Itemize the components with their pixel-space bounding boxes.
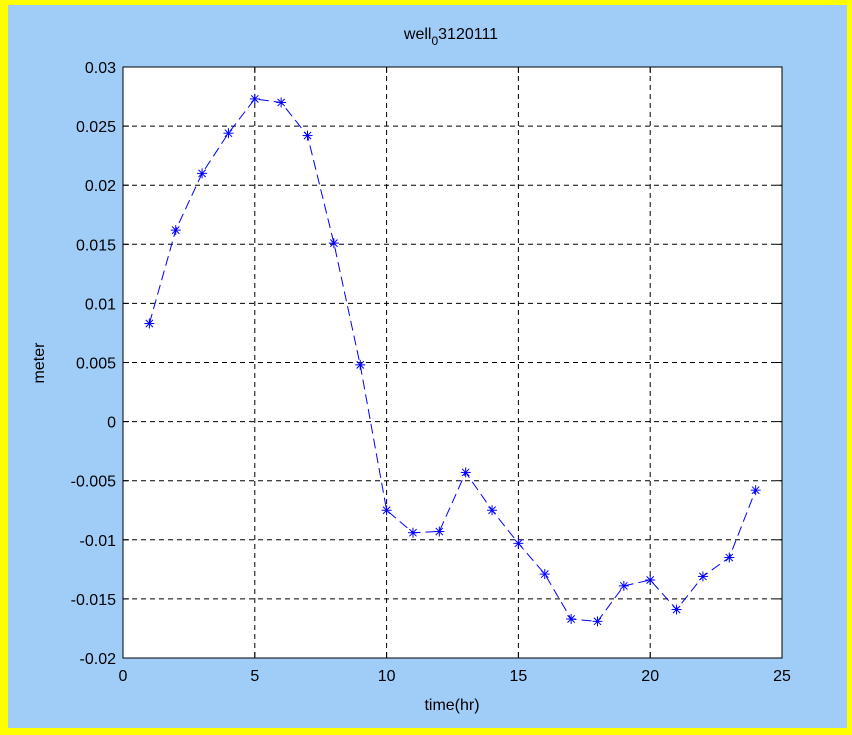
chart-title: well03120111 [403, 26, 498, 48]
chart-title-main: well [403, 26, 432, 43]
data-point-marker [750, 485, 761, 496]
y-tick-label: 0.01 [85, 296, 116, 313]
y-tick-label: 0.03 [85, 60, 116, 77]
y-tick-label: -0.005 [71, 474, 116, 491]
data-point-marker [671, 604, 682, 615]
data-point-marker [566, 613, 577, 624]
chart-title-subscript: 0 [431, 34, 438, 48]
series-well [144, 93, 761, 627]
y-tick-label: 0.005 [76, 356, 116, 373]
data-point-marker [724, 552, 735, 563]
y-axis-label: meter [31, 342, 48, 384]
data-point-marker [381, 505, 392, 516]
data-point-marker [539, 569, 550, 580]
chart-title-tail: 3120111 [438, 26, 498, 43]
data-point-marker [328, 238, 339, 249]
data-point-marker [355, 359, 366, 370]
data-point-marker [434, 526, 445, 537]
y-tick-label: -0.015 [71, 592, 116, 609]
data-point-marker [144, 318, 155, 329]
data-point-marker [460, 467, 471, 478]
x-axis-label: time(hr) [424, 697, 479, 714]
x-tick-label: 10 [378, 668, 396, 685]
data-point-marker [170, 225, 181, 236]
axis-ticks: 0 5 10 15 20 250.030.0250.020.0150.010.0050-0… [71, 60, 791, 685]
figure-background: well03120111 0 5 10 15 20 25 0.03 0.025 0.02 0.01… [8, 5, 847, 728]
y-tick-label: -0.01 [80, 533, 117, 550]
series-line [148, 98, 757, 622]
x-tick-label: 0 [119, 668, 128, 685]
data-point-marker [302, 130, 313, 141]
grid-lines [123, 67, 782, 658]
x-tick-label: 25 [773, 668, 791, 685]
y-tick-label: -0.02 [80, 651, 117, 668]
x-tick-label: 5 [250, 668, 259, 685]
x-tick-label: 20 [641, 668, 659, 685]
x-tick-label: 15 [510, 668, 528, 685]
data-point-marker [487, 505, 498, 516]
y-tick-label: 0 [107, 415, 116, 432]
data-point-marker [197, 168, 208, 179]
data-point-marker [592, 616, 603, 627]
data-point-marker [223, 128, 234, 139]
data-point-marker [407, 527, 418, 538]
data-point-marker [645, 574, 656, 585]
y-tick-label: 0.02 [85, 178, 116, 195]
y-tick-label: 0.015 [76, 237, 116, 254]
data-point-marker [276, 97, 287, 108]
line-chart: well03120111 0 5 10 15 20 250.030.0250.020.01… [31, 26, 791, 714]
data-point-marker [697, 571, 708, 582]
y-tick-label: 0.025 [76, 119, 116, 136]
data-point-marker [618, 580, 629, 591]
data-point-marker [249, 93, 260, 104]
data-point-marker [513, 538, 524, 549]
